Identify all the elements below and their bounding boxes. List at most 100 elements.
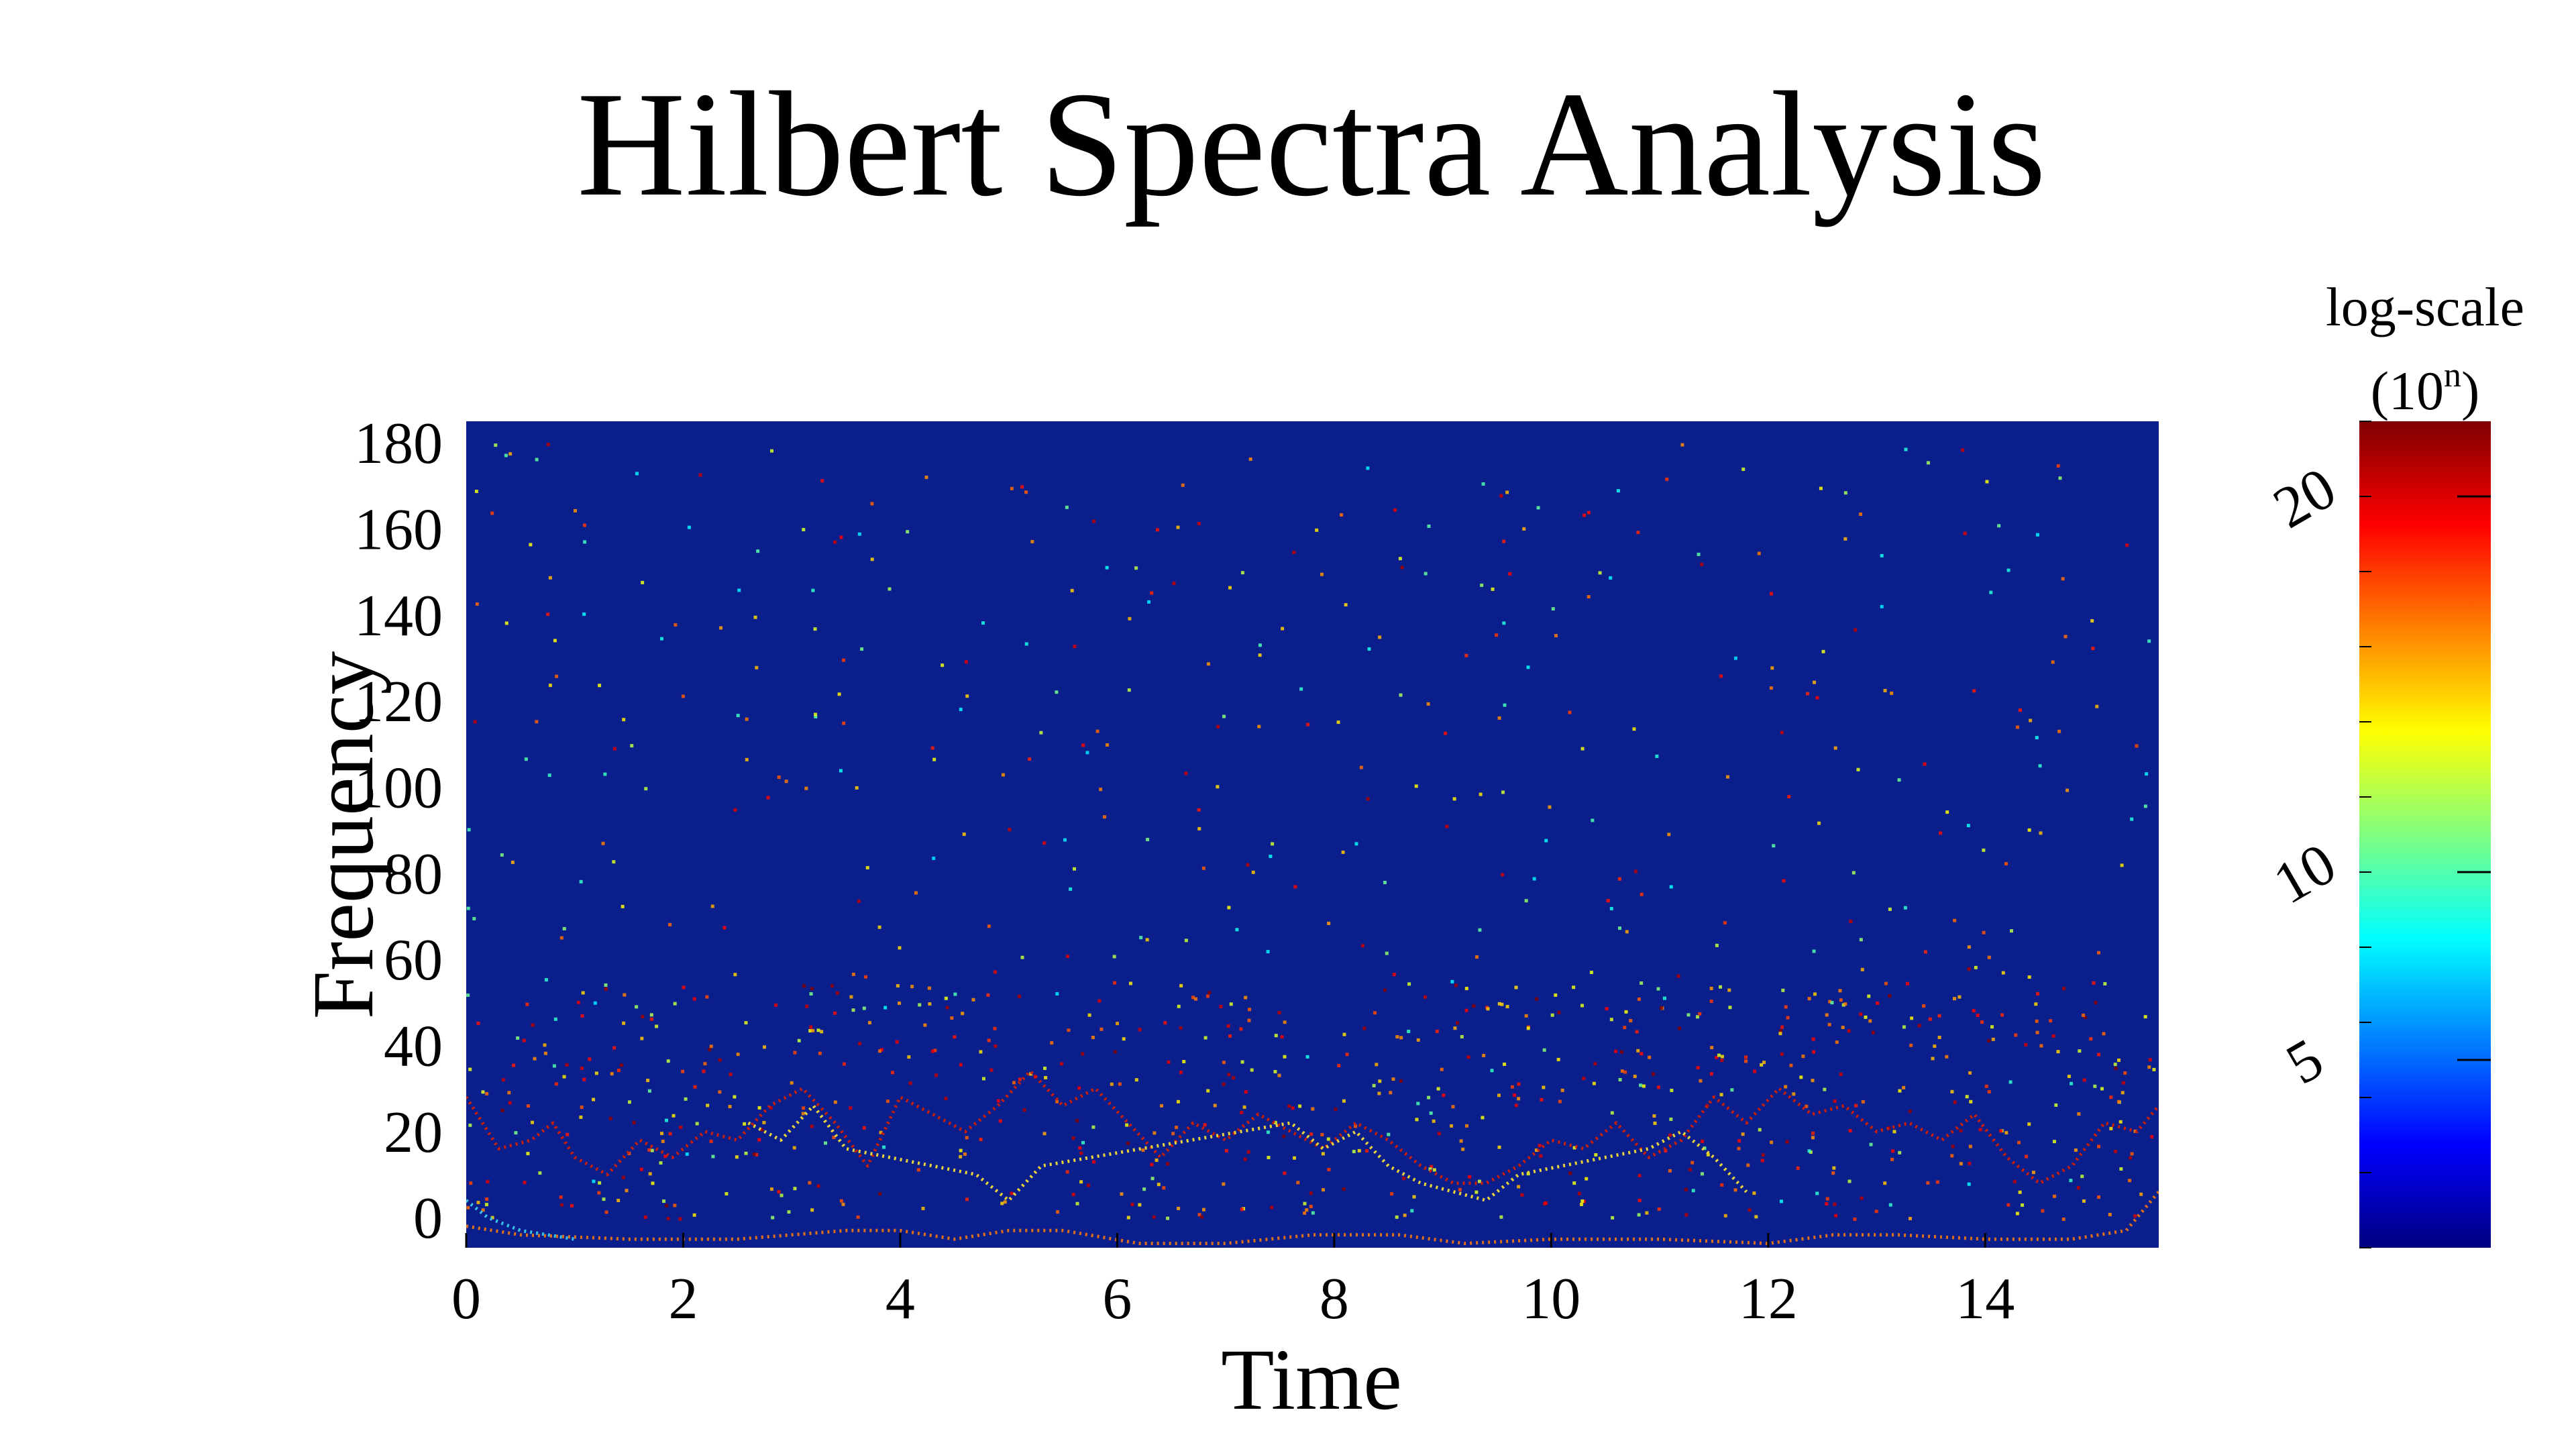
energy-point: [2015, 725, 2019, 729]
energy-point: [1989, 590, 1993, 594]
energy-point: [1399, 693, 1403, 697]
energy-point: [1926, 461, 1930, 465]
energy-point: [1466, 1055, 1470, 1059]
energy-point: [1648, 1055, 1652, 1059]
energy-point: [804, 786, 808, 790]
y-tick-label: 160: [354, 497, 443, 562]
energy-point: [1580, 1199, 1585, 1203]
energy-point: [486, 1180, 490, 1184]
energy-point: [1980, 1020, 1984, 1024]
energy-point: [1327, 1167, 1331, 1171]
energy-point: [1637, 1213, 1641, 1217]
energy-point: [1835, 1040, 1839, 1044]
energy-point: [1817, 821, 1821, 825]
energy-point: [1554, 993, 1558, 997]
energy-point: [996, 1099, 1000, 1103]
energy-point: [1847, 1179, 1851, 1183]
energy-point: [1701, 1139, 1705, 1143]
energy-point: [837, 692, 841, 696]
energy-point: [1166, 1162, 1170, 1166]
energy-point: [1244, 1090, 1248, 1094]
energy-point: [1582, 1199, 1587, 1203]
energy-point: [780, 1193, 784, 1197]
energy-point: [2063, 635, 2068, 639]
energy-point: [530, 1120, 534, 1124]
energy-point: [1067, 1028, 1071, 1032]
energy-point: [1535, 997, 1539, 1001]
energy-point: [666, 1059, 670, 1063]
energy-point: [810, 1208, 814, 1212]
energy-point: [1968, 1144, 1972, 1148]
y-tick-label: 100: [354, 755, 443, 820]
energy-point: [1890, 691, 1894, 695]
energy-point: [1905, 981, 1909, 985]
energy-point: [475, 602, 479, 606]
energy-point: [672, 1114, 676, 1118]
energy-point: [1838, 989, 1842, 993]
energy-point: [1460, 1034, 1464, 1038]
energy-point: [1352, 1150, 1356, 1154]
energy-point: [473, 720, 477, 724]
energy-point: [797, 1038, 801, 1042]
energy-point: [802, 984, 806, 988]
energy-point: [601, 841, 605, 845]
energy-point: [1760, 1063, 1764, 1067]
energy-point: [1141, 1148, 1145, 1152]
energy-point: [1652, 1114, 1656, 1118]
energy-point: [1967, 1182, 1971, 1186]
energy-point: [1222, 714, 1226, 718]
energy-point: [1784, 1085, 1788, 1089]
energy-point: [1142, 1187, 1146, 1191]
energy-point: [979, 1050, 983, 1054]
energy-point: [1010, 486, 1014, 490]
energy-point: [583, 540, 587, 544]
energy-point: [1105, 566, 1109, 570]
colorbar-tick-label: 20: [2263, 455, 2347, 541]
energy-point: [802, 527, 806, 531]
y-axis-label: Frequency: [295, 651, 392, 1020]
energy-point: [722, 926, 727, 930]
energy-point: [862, 1006, 866, 1010]
energy-point: [1770, 592, 1774, 596]
energy-point: [1281, 627, 1285, 631]
energy-point: [1710, 1046, 1714, 1050]
energy-point: [2056, 464, 2060, 468]
energy-point: [581, 991, 585, 995]
energy-point: [994, 1044, 998, 1048]
energy-point: [1410, 1209, 1414, 1213]
energy-point: [1833, 1099, 1837, 1104]
energy-point: [1987, 1090, 1991, 1094]
energy-point: [514, 1131, 518, 1135]
energy-point: [1950, 1154, 1954, 1158]
energy-point: [573, 508, 577, 513]
energy-point: [896, 984, 900, 988]
energy-point: [1592, 1081, 1596, 1085]
energy-point: [1222, 1082, 1226, 1086]
energy-point: [1888, 907, 1892, 911]
energy-point: [835, 991, 839, 995]
energy-point: [2117, 1058, 2121, 1062]
energy-point: [2120, 863, 2124, 867]
energy-point: [1744, 1055, 1748, 1059]
energy-point: [719, 626, 723, 630]
energy-point: [2090, 619, 2094, 623]
energy-point: [811, 1028, 815, 1032]
energy-point: [469, 1181, 473, 1185]
energy-point: [1122, 1037, 1126, 1041]
energy-point: [1246, 863, 1250, 867]
energy-point: [543, 1043, 547, 1047]
energy-point: [1684, 1213, 1688, 1217]
energy-point: [1267, 1156, 1271, 1160]
energy-point: [1990, 1025, 1994, 1029]
energy-point: [1923, 950, 1927, 954]
energy-point: [1811, 1079, 1815, 1083]
energy-point: [1505, 1005, 1509, 1009]
energy-point: [924, 476, 928, 480]
energy-point: [2052, 1194, 2056, 1198]
energy-point: [1522, 527, 1526, 531]
energy-point: [562, 926, 566, 930]
energy-point: [1620, 1069, 1624, 1073]
energy-point: [790, 1081, 794, 1085]
energy-point: [1387, 1132, 1391, 1136]
energy-point: [1003, 1200, 1007, 1204]
